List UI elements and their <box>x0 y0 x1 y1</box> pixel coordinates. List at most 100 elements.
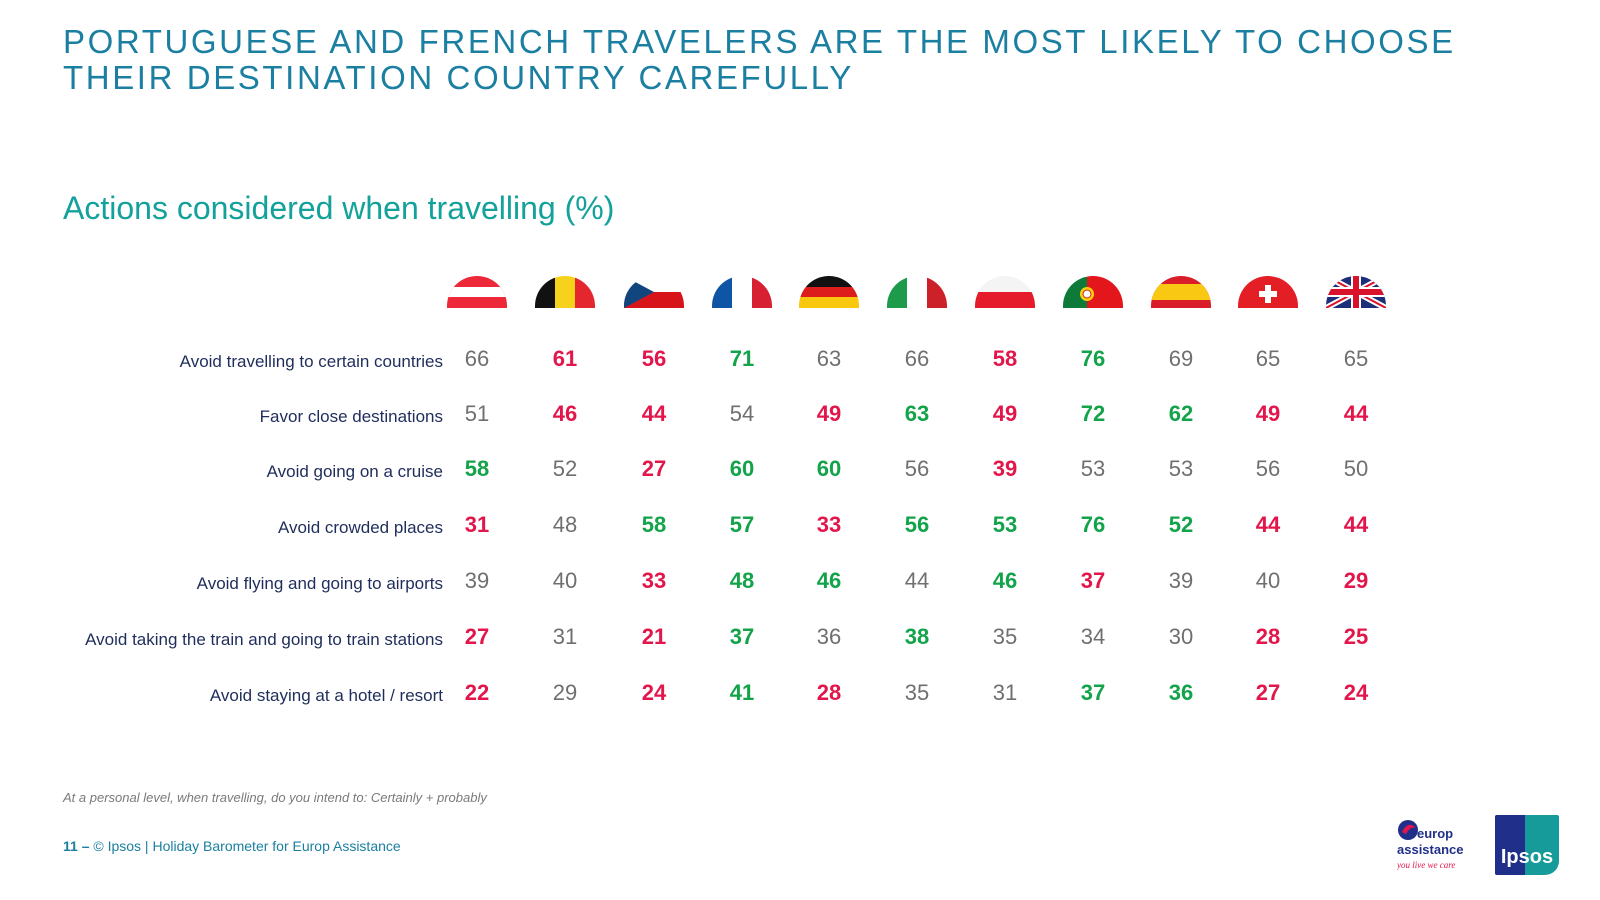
value-cell-germany: 63 <box>816 346 842 371</box>
chart-subtitle: Actions considered when travelling (%) <box>63 190 615 226</box>
value-cell-belgium: 31 <box>552 624 578 649</box>
value-cell-czech-republic: 56 <box>641 346 667 371</box>
value-cell-uk: 44 <box>1343 512 1369 537</box>
value-cell-spain: 62 <box>1168 401 1194 426</box>
value-cell-czech-republic: 27 <box>641 456 667 481</box>
flag-switzerland-icon <box>1238 276 1298 308</box>
title-line-2: THEIR DESTINATION COUNTRY CAREFULLY <box>63 59 854 96</box>
value-cell-france: 60 <box>729 456 755 481</box>
value-cell-czech-republic: 58 <box>641 512 667 537</box>
value-cell-belgium: 48 <box>552 512 578 537</box>
value-cell-austria: 31 <box>464 512 490 537</box>
europ-logo-word-1: europ <box>1417 826 1453 841</box>
value-cell-france: 54 <box>729 401 755 426</box>
row-label: Favor close destinations <box>259 407 443 426</box>
value-cell-czech-republic: 21 <box>641 624 667 649</box>
value-cell-switzerland: 65 <box>1255 346 1281 371</box>
value-cell-germany: 28 <box>816 680 842 705</box>
flag-portugal-icon <box>1063 276 1123 308</box>
value-cell-italy: 35 <box>904 680 930 705</box>
ipsos-logo-shape <box>1495 815 1525 875</box>
question-note: At a personal level, when travelling, do… <box>63 790 487 805</box>
value-cell-germany: 46 <box>816 568 842 593</box>
value-cell-austria: 51 <box>464 401 490 426</box>
value-cell-switzerland: 40 <box>1255 568 1281 593</box>
value-cell-spain: 52 <box>1168 512 1194 537</box>
value-cell-france: 71 <box>729 346 755 371</box>
value-cell-switzerland: 49 <box>1255 401 1281 426</box>
flag-italy-icon <box>887 276 947 308</box>
value-cell-spain: 36 <box>1168 680 1194 705</box>
value-cell-germany: 33 <box>816 512 842 537</box>
flag-austria-icon <box>447 276 507 308</box>
row-label: Avoid going on a cruise <box>266 462 443 481</box>
value-cell-austria: 27 <box>464 624 490 649</box>
europ-logo-word-2: assistance <box>1397 842 1464 857</box>
value-cell-czech-republic: 33 <box>641 568 667 593</box>
value-cell-poland: 31 <box>992 680 1018 705</box>
value-cell-uk: 29 <box>1343 568 1369 593</box>
value-cell-portugal: 37 <box>1080 568 1106 593</box>
flag-france-icon <box>712 276 772 308</box>
value-cell-belgium: 40 <box>552 568 578 593</box>
value-cell-poland: 58 <box>992 346 1018 371</box>
value-cell-belgium: 52 <box>552 456 578 481</box>
value-cell-italy: 66 <box>904 346 930 371</box>
value-cell-belgium: 29 <box>552 680 578 705</box>
value-cell-czech-republic: 24 <box>641 680 667 705</box>
value-cell-france: 37 <box>729 624 755 649</box>
europ-assistance-logo: europ assistance you live we care <box>1396 818 1467 874</box>
footer-credit: © Ipsos | Holiday Barometer for Europ As… <box>93 838 401 854</box>
flag-poland-icon <box>975 276 1035 308</box>
value-cell-austria: 66 <box>464 346 490 371</box>
footer: 11 – © Ipsos | Holiday Barometer for Eur… <box>63 838 401 854</box>
value-cell-italy: 56 <box>904 456 930 481</box>
value-cell-spain: 30 <box>1168 624 1194 649</box>
value-cell-uk: 25 <box>1343 624 1369 649</box>
value-cell-austria: 39 <box>464 568 490 593</box>
value-cell-austria: 58 <box>464 456 490 481</box>
page-number: 11 – <box>63 838 90 854</box>
value-cell-spain: 53 <box>1168 456 1194 481</box>
value-cell-france: 41 <box>729 680 755 705</box>
flag-czech-republic-icon <box>624 276 684 308</box>
row-label: Avoid staying at a hotel / resort <box>209 686 443 705</box>
flag-uk-icon <box>1326 276 1386 308</box>
value-cell-uk: 44 <box>1343 401 1369 426</box>
value-cell-spain: 69 <box>1168 346 1194 371</box>
value-cell-france: 57 <box>729 512 755 537</box>
value-cell-portugal: 72 <box>1080 401 1106 426</box>
europ-logo-tagline: you live we care <box>1397 860 1455 870</box>
row-label: Avoid flying and going to airports <box>196 574 443 593</box>
ipsos-logo: Ipsos <box>1495 815 1559 875</box>
value-cell-portugal: 37 <box>1080 680 1106 705</box>
value-cell-germany: 60 <box>816 456 842 481</box>
value-cell-poland: 49 <box>992 401 1018 426</box>
value-cell-poland: 35 <box>992 624 1018 649</box>
flag-germany-icon <box>799 276 859 308</box>
row-label: Avoid travelling to certain countries <box>179 352 443 371</box>
value-cell-belgium: 61 <box>552 346 578 371</box>
value-cell-poland: 53 <box>992 512 1018 537</box>
value-cell-poland: 39 <box>992 456 1018 481</box>
value-cell-uk: 65 <box>1343 346 1369 371</box>
ipsos-logo-text: Ipsos <box>1500 846 1554 868</box>
value-cell-switzerland: 44 <box>1255 512 1281 537</box>
value-cell-france: 48 <box>729 568 755 593</box>
value-cell-uk: 50 <box>1343 456 1369 481</box>
value-cell-germany: 49 <box>816 401 842 426</box>
value-cell-spain: 39 <box>1168 568 1194 593</box>
value-cell-germany: 36 <box>816 624 842 649</box>
row-label: Avoid crowded places <box>277 518 443 537</box>
value-cell-portugal: 76 <box>1080 512 1106 537</box>
value-cell-portugal: 53 <box>1080 456 1106 481</box>
value-cell-switzerland: 27 <box>1255 680 1281 705</box>
value-cell-italy: 38 <box>904 624 930 649</box>
value-cell-poland: 46 <box>992 568 1018 593</box>
value-cell-switzerland: 28 <box>1255 624 1281 649</box>
flag-belgium-icon <box>535 276 595 308</box>
value-cell-switzerland: 56 <box>1255 456 1281 481</box>
value-cell-italy: 63 <box>904 401 930 426</box>
page-title: PORTUGUESE AND FRENCH TRAVELERS ARE THE … <box>63 24 1543 96</box>
